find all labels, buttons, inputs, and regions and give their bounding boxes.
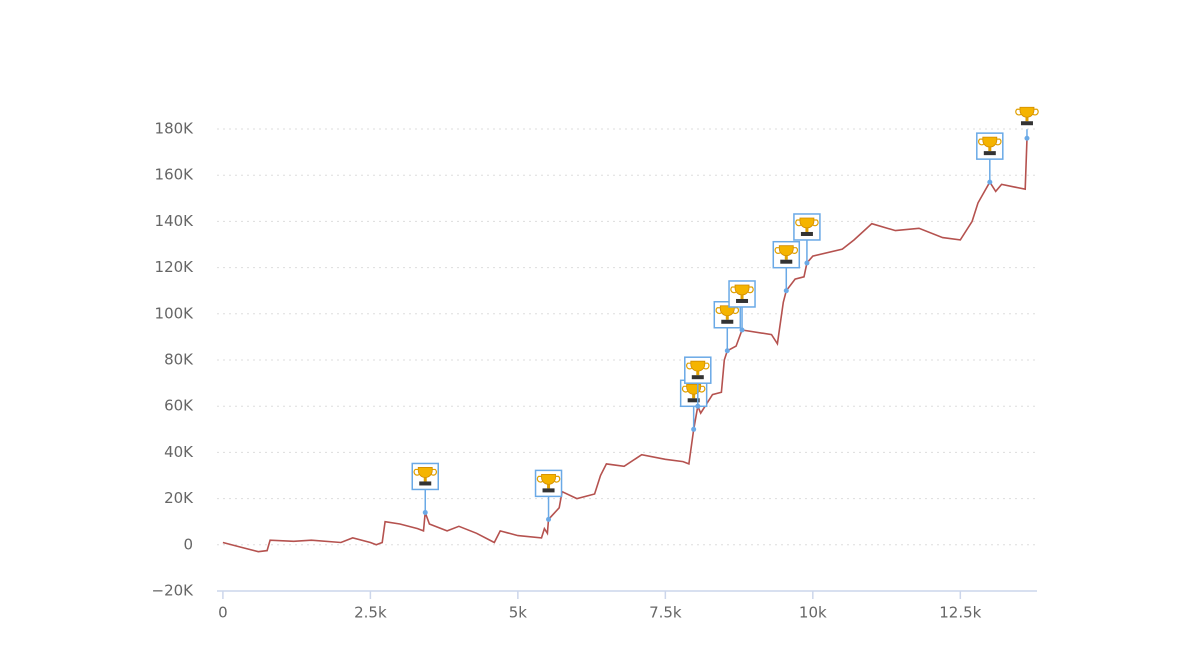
trophy-handles bbox=[536, 475, 561, 483]
trophy-base bbox=[736, 298, 749, 303]
x-tick-label: 5k bbox=[509, 604, 528, 622]
marker-dot bbox=[804, 260, 810, 266]
x-tick-label: 12.5k bbox=[939, 604, 981, 622]
trophy-handles bbox=[715, 307, 740, 314]
trophy-handles bbox=[413, 468, 438, 476]
marker-dot bbox=[695, 403, 701, 409]
trophy-stem bbox=[725, 315, 729, 320]
trophy-cup bbox=[690, 360, 706, 372]
trophy-marker bbox=[1015, 106, 1039, 141]
trophy-base bbox=[687, 398, 700, 403]
trophy-cup bbox=[686, 383, 702, 395]
trophy-cup bbox=[1019, 106, 1035, 118]
trophy-marker bbox=[793, 213, 821, 266]
marker-dot bbox=[783, 288, 789, 294]
trophy-handles bbox=[1015, 108, 1039, 116]
trophy-stem bbox=[805, 227, 809, 232]
marker-dot bbox=[987, 179, 993, 185]
trophy-stem bbox=[988, 147, 992, 152]
trophy-stem bbox=[696, 371, 700, 376]
y-tick-label: 160K bbox=[155, 166, 195, 184]
trophy-cup bbox=[417, 467, 433, 478]
y-tick-label: 0 bbox=[183, 535, 193, 553]
trophy-marker bbox=[713, 301, 742, 354]
x-tick-label: 0 bbox=[218, 604, 228, 622]
trophy-marker bbox=[976, 132, 1004, 185]
y-tick-label: −20K bbox=[152, 582, 195, 600]
marker-dot bbox=[1024, 135, 1030, 141]
trophy-stem bbox=[547, 484, 551, 489]
trophy-cup bbox=[541, 473, 556, 485]
y-tick-label: 140K bbox=[155, 212, 195, 230]
trophy-handles bbox=[774, 247, 799, 254]
trophy-handles bbox=[730, 286, 754, 294]
trophy-handles bbox=[978, 138, 1002, 146]
marker-dot bbox=[422, 509, 428, 515]
trophy-marker bbox=[534, 469, 563, 522]
trophy-base bbox=[542, 488, 555, 493]
trophy-handles bbox=[686, 362, 710, 370]
trophy-marker bbox=[684, 356, 712, 409]
trophy-cup bbox=[734, 284, 750, 296]
trophy-stem bbox=[1025, 117, 1029, 122]
trophy-marker bbox=[679, 379, 708, 432]
y-tick-label: 80K bbox=[164, 351, 194, 369]
x-tick-label: 7.5k bbox=[649, 604, 682, 622]
trophy-marker bbox=[772, 240, 801, 294]
trophy-base bbox=[1020, 121, 1033, 126]
trophy-base bbox=[983, 151, 996, 156]
trophy-handles bbox=[795, 219, 819, 227]
x-tick-label: 10k bbox=[799, 604, 827, 622]
marker-dot bbox=[724, 348, 730, 354]
x-tick-label: 2.5k bbox=[354, 604, 387, 622]
y-tick-label: 60K bbox=[164, 397, 194, 415]
trophy-cup bbox=[778, 245, 794, 257]
y-tick-label: 120K bbox=[155, 258, 195, 276]
trophy-stem bbox=[740, 294, 744, 299]
marker-dot bbox=[546, 516, 552, 522]
trophy-handles bbox=[681, 385, 706, 393]
trophy-base bbox=[419, 481, 432, 486]
y-tick-label: 40K bbox=[164, 443, 194, 461]
trophy-cup bbox=[719, 305, 735, 317]
marker-dot bbox=[691, 426, 697, 432]
trophy-marker bbox=[411, 462, 439, 515]
trophy-marker bbox=[728, 280, 756, 333]
trophy-cup bbox=[982, 136, 998, 148]
trophy-stem bbox=[692, 394, 696, 399]
y-tick-label: 100K bbox=[155, 304, 195, 322]
trophy-base bbox=[691, 375, 704, 380]
y-tick-label: 180K bbox=[155, 120, 195, 138]
trophy-base bbox=[800, 231, 813, 236]
trophy-cup bbox=[799, 217, 815, 229]
y-tick-label: 20K bbox=[164, 489, 194, 507]
trophy-stem bbox=[423, 477, 427, 482]
marker-dot bbox=[739, 327, 745, 333]
trophy-stem bbox=[784, 255, 788, 260]
trophy-base bbox=[721, 319, 734, 324]
data-line bbox=[222, 138, 1028, 553]
trophy-base bbox=[780, 259, 793, 264]
